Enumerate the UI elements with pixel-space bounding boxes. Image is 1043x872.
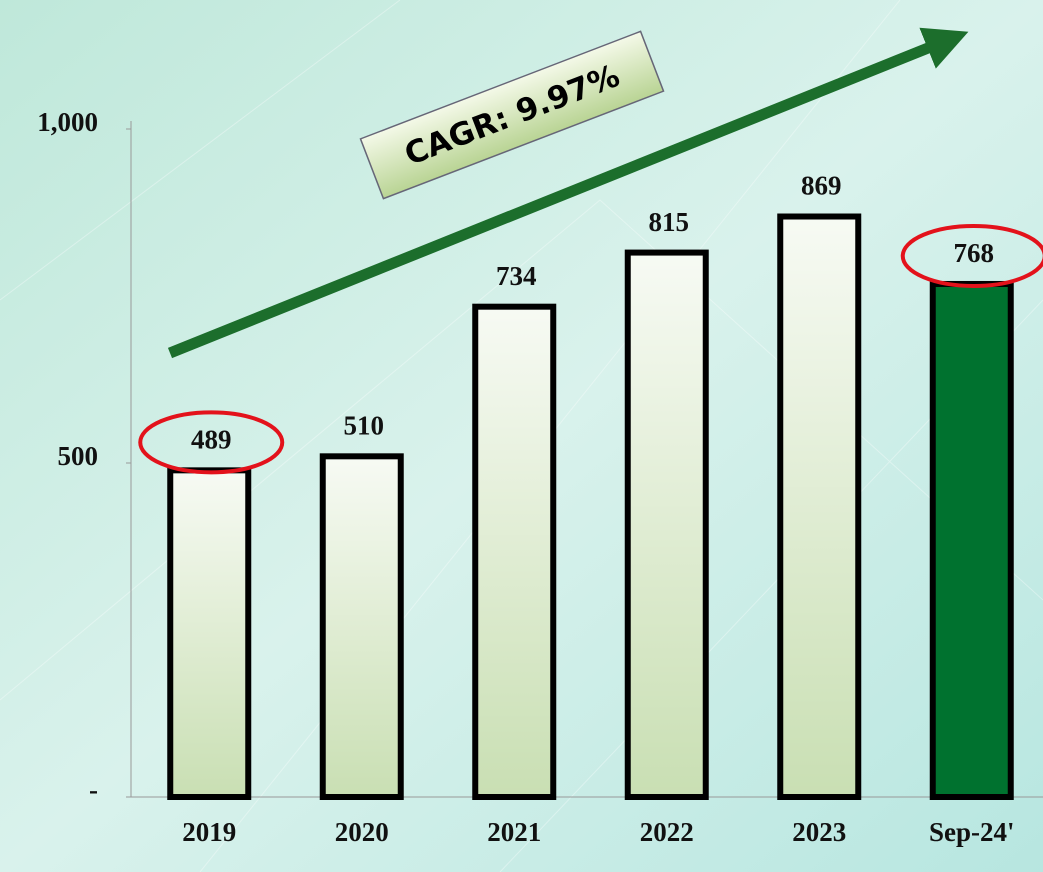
- value-label: 510: [344, 411, 385, 441]
- bar-outline: [472, 303, 557, 800]
- x-tick-label: Sep-24': [929, 817, 1015, 847]
- x-tick-label: 2020: [335, 817, 389, 847]
- value-label: 768: [954, 238, 995, 268]
- bar-sheen: [322, 456, 401, 797]
- x-tick-label: 2023: [792, 817, 846, 847]
- highlight-circle: [900, 223, 1043, 288]
- bar-sheen: [780, 216, 859, 797]
- value-label: 869: [801, 171, 842, 201]
- trend-arrow: [167, 27, 969, 359]
- y-tick-label: 1,000: [37, 107, 98, 137]
- bar-sheen: [475, 306, 554, 797]
- bar-sheen: [627, 252, 706, 797]
- value-label: 815: [649, 207, 690, 237]
- y-tick-label: -: [89, 775, 98, 805]
- x-tick-label: 2019: [182, 817, 236, 847]
- annotation-bg: [359, 30, 665, 200]
- y-tick-label: 500: [58, 441, 99, 471]
- x-tick-label: 2021: [487, 817, 541, 847]
- bar-outline: [777, 213, 862, 800]
- value-label: 734: [496, 261, 537, 291]
- bar-outline: [624, 249, 709, 800]
- bar: [932, 283, 1011, 797]
- x-tick-label: 2022: [640, 817, 694, 847]
- value-label: 489: [191, 425, 232, 455]
- bar-outline: [319, 453, 404, 800]
- highlight-circle: [138, 410, 285, 475]
- bar-sheen: [170, 470, 249, 797]
